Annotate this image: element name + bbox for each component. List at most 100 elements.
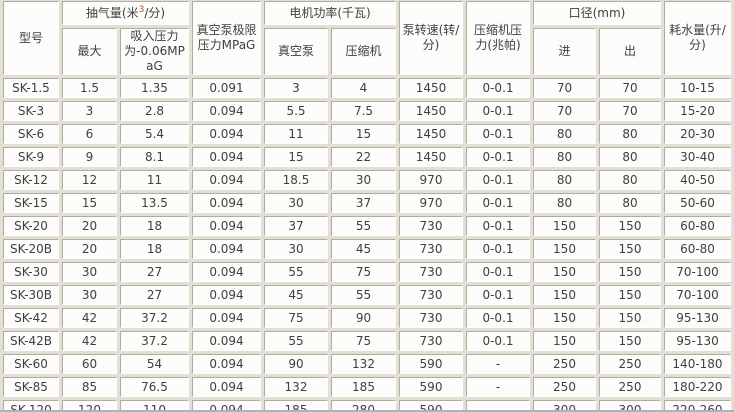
model-cell: SK-6 [3,124,59,144]
value-cell: - [466,377,530,397]
value-cell: 250 [533,354,596,374]
value-cell: 0.094 [192,147,261,167]
table-row: SK-42 42 37.2 0.094 75 90 730 0-0.1 150 150 95-130 [3,308,731,328]
value-cell: 0.094 [192,308,261,328]
col-group-pumping: 抽气量(米3/分) [62,1,189,25]
value-cell: 300 [599,400,661,410]
value-cell: 5.5 [264,101,328,121]
value-cell: 55 [331,216,396,236]
value-cell: 0-0.1 [466,285,530,305]
value-cell: 150 [599,262,661,282]
value-cell: 185 [264,400,328,410]
col-ultimate-pressure: 真空泵极限压力MPaG [192,1,261,75]
value-cell: 8.1 [120,147,189,167]
col-motor-compressor: 压缩机 [331,28,396,75]
value-cell: 970 [399,170,463,190]
value-cell: 27 [120,285,189,305]
value-cell: 80 [599,193,661,213]
col-model: 型号 [3,1,59,75]
model-cell: SK-12 [3,170,59,190]
value-cell: 50-60 [664,193,731,213]
table-row: SK-15 15 13.5 0.094 30 37 970 0-0.1 80 80 50-60 [3,193,731,213]
value-cell: 180-220 [664,377,731,397]
value-cell: 0-0.1 [466,101,530,121]
value-cell: 150 [599,239,661,259]
value-cell: 45 [331,239,396,259]
value-cell: 90 [264,354,328,374]
value-cell: 42 [62,308,117,328]
value-cell: 150 [533,285,596,305]
value-cell: 3 [62,101,117,121]
table-body: SK-1.5 1.5 1.35 0.091 3 4 1450 0-0.1 70 70 10-15 SK… [3,78,731,410]
table-row: SK-20B 20 18 0.094 30 45 730 0-0.1 150 150 60-80 [3,239,731,259]
value-cell: 132 [264,377,328,397]
value-cell: 110 [120,400,189,410]
value-cell: 60-80 [664,239,731,259]
table-header: 型号 抽气量(米3/分) 真空泵极限压力MPaG 电机功率(千瓦) 泵转速(转/… [3,1,731,75]
value-cell: 730 [399,331,463,351]
value-cell: 18 [120,239,189,259]
value-cell: 1.5 [62,78,117,98]
value-cell: 1450 [399,147,463,167]
model-cell: SK-60 [3,354,59,374]
value-cell: 80 [599,170,661,190]
value-cell: 75 [331,262,396,282]
value-cell: 20-30 [664,124,731,144]
value-cell: 30 [62,262,117,282]
col-pump-speed: 泵转速(转/分) [399,1,463,75]
pumping-superscript: 3 [138,4,145,15]
value-cell: 80 [533,147,596,167]
value-cell: 70 [533,101,596,121]
value-cell: 0-0.1 [466,216,530,236]
value-cell: 250 [599,354,661,374]
value-cell: 85 [62,377,117,397]
value-cell: 30-40 [664,147,731,167]
value-cell: 0.094 [192,239,261,259]
value-cell: 55 [264,331,328,351]
value-cell: 0-0.1 [466,262,530,282]
value-cell: 2.8 [120,101,189,121]
table-row: SK-60 60 54 0.094 90 132 590-250 250 140-180 [3,354,731,374]
value-cell: 54 [120,354,189,374]
value-cell: 42 [62,331,117,351]
col-group-diameter: 口径(mm) [533,1,661,25]
value-cell: 0.094 [192,193,261,213]
value-cell: 60-80 [664,216,731,236]
value-cell: 80 [599,147,661,167]
col-pumping-suction: 吸入压力为-0.06MPaG [120,28,189,75]
model-cell: SK-20 [3,216,59,236]
value-cell: 30 [331,170,396,190]
value-cell: 40-50 [664,170,731,190]
value-cell: 590 [399,354,463,374]
value-cell: 730 [399,262,463,282]
value-cell: 730 [399,308,463,328]
table-row: SK-9 9 8.1 0.094 15 22 1450 0-0.1 80 80 30-40 [3,147,731,167]
value-cell: 0.094 [192,262,261,282]
value-cell: 70 [533,78,596,98]
table-row: SK-12 12 11 0.094 18.5 30 970 0-0.1 80 80 40-50 [3,170,731,190]
value-cell: 75 [264,308,328,328]
value-cell: 132 [331,354,396,374]
table-row: SK-120 120 110 0.094 185 280 590-300 300 220-260 [3,400,731,410]
col-compressor-pressure: 压缩机压力(兆帕) [466,1,530,75]
value-cell: 0-0.1 [466,78,530,98]
table-row: SK-30 30 27 0.094 55 75 730 0-0.1 150 150 70-100 [3,262,731,282]
value-cell: 0-0.1 [466,193,530,213]
value-cell: 37 [331,193,396,213]
value-cell: 0-0.1 [466,308,530,328]
value-cell: 3 [264,78,328,98]
model-cell: SK-42 [3,308,59,328]
table-row: SK-3 3 2.8 0.094 5.5 7.5 1450 0-0.1 70 70 15-20 [3,101,731,121]
table-row: SK-20 20 18 0.094 37 55 730 0-0.1 150 150 60-80 [3,216,731,236]
value-cell: 15 [62,193,117,213]
col-diameter-in: 进 [533,28,596,75]
value-cell: 590 [399,377,463,397]
value-cell: 0-0.1 [466,331,530,351]
value-cell: 18 [120,216,189,236]
value-cell: 150 [599,285,661,305]
pumping-label-post: /分) [144,5,166,20]
table-row: SK-85 85 76.5 0.094 132 185 590-250 250 180-220 [3,377,731,397]
value-cell: - [466,400,530,410]
